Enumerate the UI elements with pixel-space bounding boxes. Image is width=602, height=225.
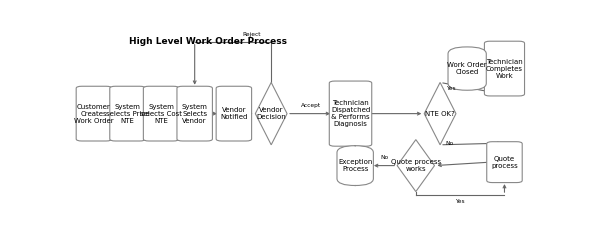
Text: No: No (445, 142, 454, 146)
FancyBboxPatch shape (487, 142, 522, 182)
Text: NTE OK?: NTE OK? (425, 111, 455, 117)
Text: Technician
Completes
Work: Technician Completes Work (486, 58, 523, 79)
FancyBboxPatch shape (216, 86, 252, 141)
FancyBboxPatch shape (448, 47, 486, 90)
Polygon shape (255, 82, 287, 145)
Text: High Level Work Order Process: High Level Work Order Process (129, 37, 287, 46)
Text: Vendor
Decision: Vendor Decision (256, 107, 286, 120)
Text: Reject: Reject (243, 32, 261, 37)
Text: Yes: Yes (445, 86, 455, 91)
FancyBboxPatch shape (329, 81, 372, 146)
FancyBboxPatch shape (177, 86, 213, 141)
Text: System
selects Price
NTE: System selects Price NTE (106, 104, 149, 124)
Text: Accept: Accept (301, 103, 321, 108)
Text: Vendor
Notified: Vendor Notified (220, 107, 247, 120)
Text: Work Order
Closed: Work Order Closed (447, 62, 487, 75)
FancyBboxPatch shape (76, 86, 111, 141)
FancyBboxPatch shape (143, 86, 179, 141)
Polygon shape (397, 140, 435, 192)
Text: Yes: Yes (455, 198, 465, 204)
FancyBboxPatch shape (110, 86, 145, 141)
Text: System
Selects
Vendor: System Selects Vendor (182, 104, 208, 124)
Polygon shape (424, 82, 456, 145)
FancyBboxPatch shape (337, 146, 373, 186)
Text: Customer
Creates
Work Order: Customer Creates Work Order (74, 104, 114, 124)
Text: Quote
process: Quote process (491, 156, 518, 169)
Text: Exception
Process: Exception Process (338, 159, 373, 172)
Text: System
selects Cost
NTE: System selects Cost NTE (140, 104, 182, 124)
Text: No: No (380, 155, 388, 160)
FancyBboxPatch shape (485, 41, 524, 96)
Text: Quote process
works: Quote process works (391, 159, 441, 172)
Text: Technician
Dispatched
& Performs
Diagnosis: Technician Dispatched & Performs Diagnos… (331, 100, 370, 127)
